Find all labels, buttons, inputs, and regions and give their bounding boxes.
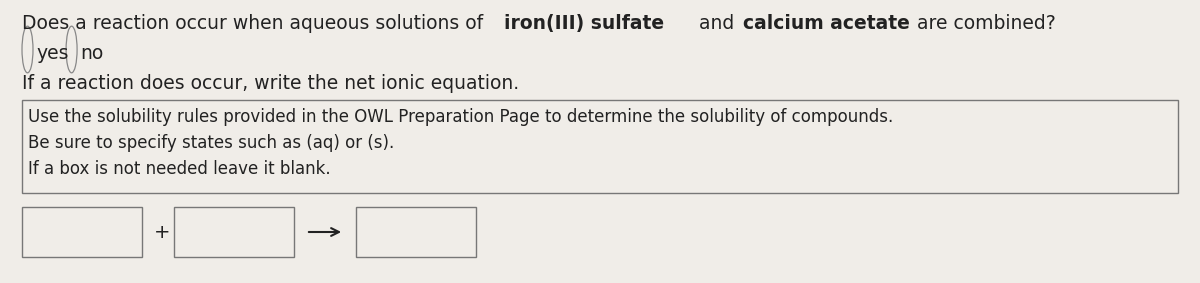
Text: and: and bbox=[694, 14, 740, 33]
Text: calcium acetate: calcium acetate bbox=[743, 14, 910, 33]
Text: no: no bbox=[80, 44, 103, 63]
Text: are combined?: are combined? bbox=[911, 14, 1056, 33]
FancyBboxPatch shape bbox=[22, 207, 142, 257]
Text: +: + bbox=[154, 222, 170, 241]
Text: Does a reaction occur when aqueous solutions of: Does a reaction occur when aqueous solut… bbox=[22, 14, 490, 33]
Text: iron(III) sulfate: iron(III) sulfate bbox=[504, 14, 664, 33]
Text: Be sure to specify states such as (aq) or (s).: Be sure to specify states such as (aq) o… bbox=[28, 134, 395, 152]
Text: If a reaction does occur, write the net ionic equation.: If a reaction does occur, write the net … bbox=[22, 74, 520, 93]
Text: Use the solubility rules provided in the OWL Preparation Page to determine the s: Use the solubility rules provided in the… bbox=[28, 108, 893, 126]
FancyBboxPatch shape bbox=[22, 100, 1178, 193]
Text: yes: yes bbox=[36, 44, 68, 63]
FancyBboxPatch shape bbox=[174, 207, 294, 257]
FancyBboxPatch shape bbox=[356, 207, 476, 257]
Text: If a box is not needed leave it blank.: If a box is not needed leave it blank. bbox=[28, 160, 331, 178]
